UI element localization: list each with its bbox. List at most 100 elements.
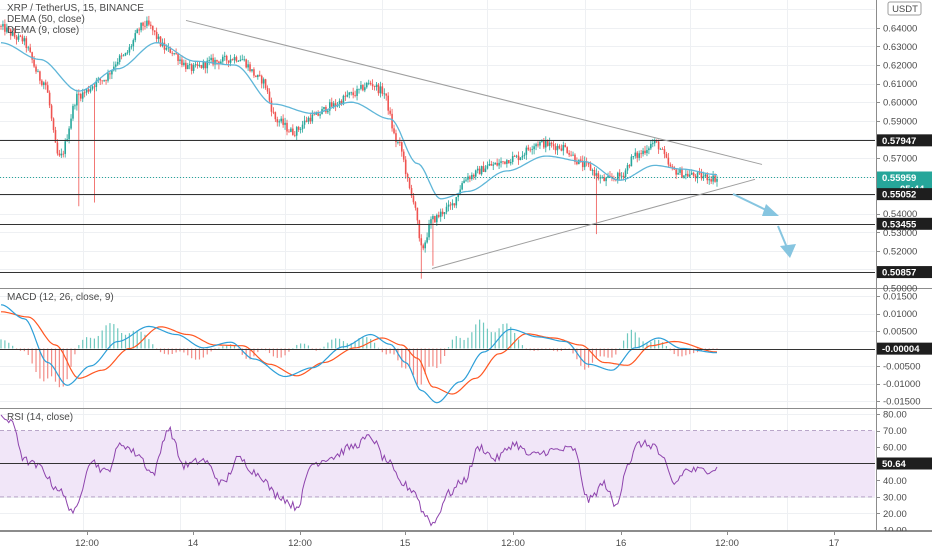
macd-histogram-bar xyxy=(681,348,683,357)
macd-histogram-bar xyxy=(405,348,407,369)
macd-histogram-bar xyxy=(272,348,274,357)
macd-histogram-bar xyxy=(140,331,142,349)
candle-body xyxy=(54,130,57,143)
candle xyxy=(257,74,259,80)
candle-body xyxy=(708,179,711,181)
candle xyxy=(527,144,530,151)
candle-body xyxy=(449,204,452,206)
candle-body xyxy=(716,178,718,182)
macd-histogram-bar xyxy=(0,339,2,349)
candles xyxy=(0,15,718,279)
macd-histogram-bar xyxy=(412,348,415,375)
macd-histogram-bar xyxy=(490,332,492,349)
rsi-tick-label: 40.00 xyxy=(883,476,907,487)
candle xyxy=(74,103,76,110)
candle-body xyxy=(506,160,508,164)
candle-body xyxy=(624,170,627,177)
candle-body xyxy=(437,215,440,217)
candle-body xyxy=(369,82,372,85)
macd-histogram-bar xyxy=(661,342,664,349)
macd-histogram-bar xyxy=(510,326,512,349)
candle-body xyxy=(436,215,438,223)
candle xyxy=(523,152,526,160)
candle-body xyxy=(255,75,257,78)
candle xyxy=(360,81,362,91)
candle xyxy=(389,107,391,116)
current-price-tag: 0.55959 xyxy=(882,173,916,184)
macd-pane[interactable]: MACD (12, 26, close, 9) xyxy=(0,292,875,404)
candle-body xyxy=(120,55,123,57)
candle xyxy=(70,114,72,130)
candle xyxy=(696,171,699,184)
candle-body xyxy=(204,62,207,69)
candle xyxy=(21,34,24,45)
candle-body xyxy=(179,59,181,61)
candle-body xyxy=(293,134,296,136)
candle xyxy=(239,55,242,62)
candle xyxy=(274,111,277,123)
candle xyxy=(544,136,547,153)
candle-body xyxy=(128,47,131,53)
candle-body xyxy=(113,66,115,71)
candle xyxy=(188,60,191,70)
candle xyxy=(630,154,633,167)
candle xyxy=(301,120,304,133)
dema-50-line xyxy=(0,42,718,200)
candle-body xyxy=(595,173,598,176)
candle-body xyxy=(33,59,35,67)
candle-body xyxy=(574,154,576,162)
candle-body xyxy=(556,145,559,151)
candle-body xyxy=(714,175,716,182)
candle xyxy=(566,146,568,154)
macd-histogram-bar xyxy=(89,337,92,349)
candle-body xyxy=(332,103,335,107)
candle xyxy=(708,175,711,185)
price-axis[interactable]: USDT 0.64000 0.63000 0.62000 0.61000 0.60000 0… xyxy=(876,1,932,537)
macd-histogram-bar xyxy=(424,348,426,375)
candle-body xyxy=(517,155,520,161)
macd-histogram-bar xyxy=(366,337,368,349)
rsi-tick-label: 20.00 xyxy=(883,509,907,520)
candle-body xyxy=(500,161,502,163)
rsi-title: RSI (14, close) xyxy=(7,412,73,423)
candle-body xyxy=(292,128,294,135)
candle-body xyxy=(13,31,16,37)
resistance-trendline[interactable] xyxy=(185,19,763,165)
candle xyxy=(494,162,496,165)
candle-body xyxy=(418,220,421,239)
candle-body xyxy=(432,216,434,220)
support-trendline[interactable] xyxy=(431,178,756,269)
candle xyxy=(243,55,246,62)
candle-body xyxy=(494,162,496,165)
time-axis[interactable]: 12:00 14 12:00 15 12:00 16 12:00 17 xyxy=(0,531,932,550)
candle-body xyxy=(414,202,417,208)
candle-body xyxy=(508,160,510,164)
candle-body xyxy=(44,82,47,86)
candle xyxy=(340,99,343,106)
candle-body xyxy=(354,95,356,96)
macd-histogram-bar xyxy=(584,348,586,370)
candle-body xyxy=(511,156,514,162)
candle xyxy=(346,90,349,98)
candle xyxy=(383,88,386,99)
macd-histogram xyxy=(0,319,718,388)
candle-body xyxy=(544,140,547,148)
candle xyxy=(95,77,98,92)
arrow-head-icon xyxy=(780,244,796,258)
candle xyxy=(377,82,380,96)
candle xyxy=(469,175,471,183)
candle xyxy=(420,234,423,250)
candle xyxy=(531,145,533,155)
macd-histogram-bar xyxy=(12,345,14,349)
candle xyxy=(350,91,353,96)
rsi-pane[interactable]: RSI (14, close) xyxy=(0,412,875,527)
rsi-tick-label: 80.00 xyxy=(883,409,907,420)
candle-body xyxy=(290,128,292,132)
candle-body xyxy=(408,177,411,189)
macd-histogram-bar xyxy=(35,348,37,372)
candle-body xyxy=(383,93,386,95)
macd-histogram-bar xyxy=(241,348,243,355)
candle xyxy=(441,208,444,217)
